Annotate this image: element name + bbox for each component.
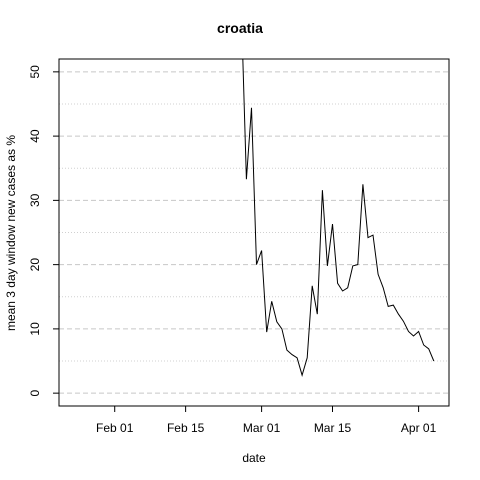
x-tick-label: Mar 15 [314, 421, 352, 435]
y-tick-label: 50 [28, 65, 42, 79]
x-tick-label: Mar 01 [243, 421, 281, 435]
grid [59, 71, 449, 394]
plot-frame [58, 58, 450, 407]
series-line [242, 59, 435, 377]
y-axis-label: mean 3 day window new cases as % [4, 134, 18, 332]
x-tick-label: Feb 15 [167, 421, 205, 435]
x-axis: Feb 01 Feb 15 Mar 01 Mar 15 Apr 01 [96, 406, 437, 435]
y-tick-label: 0 [28, 389, 42, 396]
x-tick-label: Apr 01 [401, 421, 437, 435]
y-tick-label: 10 [28, 322, 42, 336]
series-line-layer [242, 59, 435, 377]
y-tick-label: 20 [28, 258, 42, 272]
x-axis-label: date [242, 451, 266, 465]
x-tick-label: Feb 01 [96, 421, 134, 435]
y-tick-label: 30 [28, 193, 42, 207]
y-axis: 0 10 20 30 40 50 [28, 65, 59, 396]
y-tick-label: 40 [28, 129, 42, 143]
chart-title: croatia [217, 20, 263, 36]
